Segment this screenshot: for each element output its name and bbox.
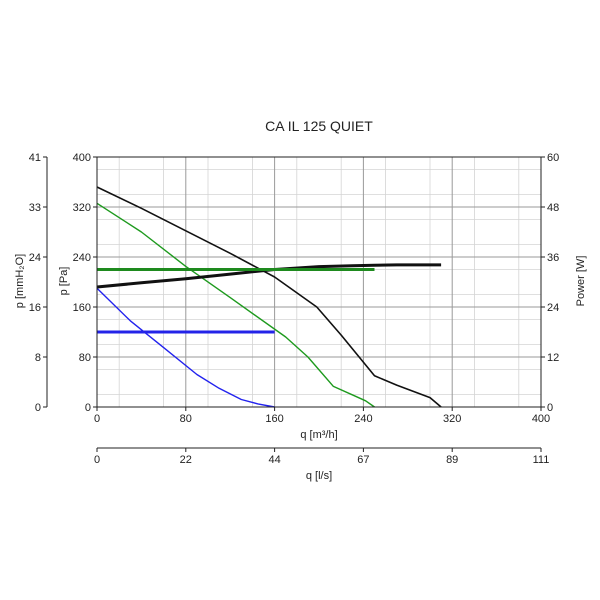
x2-tick-label: 111 <box>533 454 550 466</box>
series-line-2 <box>96 202 375 408</box>
y-right-tick-label: 36 <box>547 252 559 264</box>
x2-tick-label: 89 <box>446 454 458 466</box>
y-right-tick-label: 24 <box>547 302 559 314</box>
y-right-tick-label: 0 <box>547 402 553 414</box>
chart-title: CA IL 125 QUIET <box>265 118 373 134</box>
y-tick-label: 240 <box>73 252 91 264</box>
y-outer-tick-label: 24 <box>29 252 41 264</box>
y-right-tick-label: 48 <box>547 202 559 214</box>
x2-tick-label: 44 <box>268 454 280 466</box>
y-right-tick-label: 12 <box>547 352 559 364</box>
y-right-tick-label: 60 <box>547 152 559 164</box>
x-tick-label: 320 <box>443 413 461 425</box>
y-outer-tick-label: 41 <box>29 152 41 164</box>
x2-axis-label: q [l/s] <box>306 470 332 482</box>
grid-lines <box>97 157 541 407</box>
x2-tick-label: 0 <box>94 454 100 466</box>
y-tick-label: 160 <box>73 302 91 314</box>
x-axis-label: q [m³/h] <box>300 429 337 441</box>
y-tick-label: 320 <box>73 202 91 214</box>
y-axis-label: p [Pa] <box>58 267 70 296</box>
y-outer-tick-label: 8 <box>35 352 41 364</box>
series-line-4 <box>96 263 442 289</box>
y-tick-label: 0 <box>85 402 91 414</box>
y-outer-tick-label: 0 <box>35 402 41 414</box>
x-tick-label: 160 <box>265 413 283 425</box>
x-tick-label: 240 <box>354 413 372 425</box>
x-tick-label: 400 <box>532 413 550 425</box>
plot-frame <box>96 156 542 408</box>
y-right-axis-label: Power [W] <box>575 256 587 307</box>
x-tick-label: 80 <box>180 413 192 425</box>
y-outer-tick-label: 33 <box>29 202 41 214</box>
y-outer-tick-label: 16 <box>29 302 41 314</box>
x2-tick-label: 67 <box>357 454 369 466</box>
y-tick-label: 400 <box>73 152 91 164</box>
series-line-1 <box>96 186 442 408</box>
y-tick-label: 80 <box>79 352 91 364</box>
y-outer-axis-label: p [mmH₂O] <box>14 254 26 308</box>
x-tick-label: 0 <box>94 413 100 425</box>
series-line-3 <box>96 287 275 408</box>
series-layer <box>96 186 442 408</box>
x2-tick-label: 22 <box>180 454 192 466</box>
plot-border <box>96 156 542 408</box>
